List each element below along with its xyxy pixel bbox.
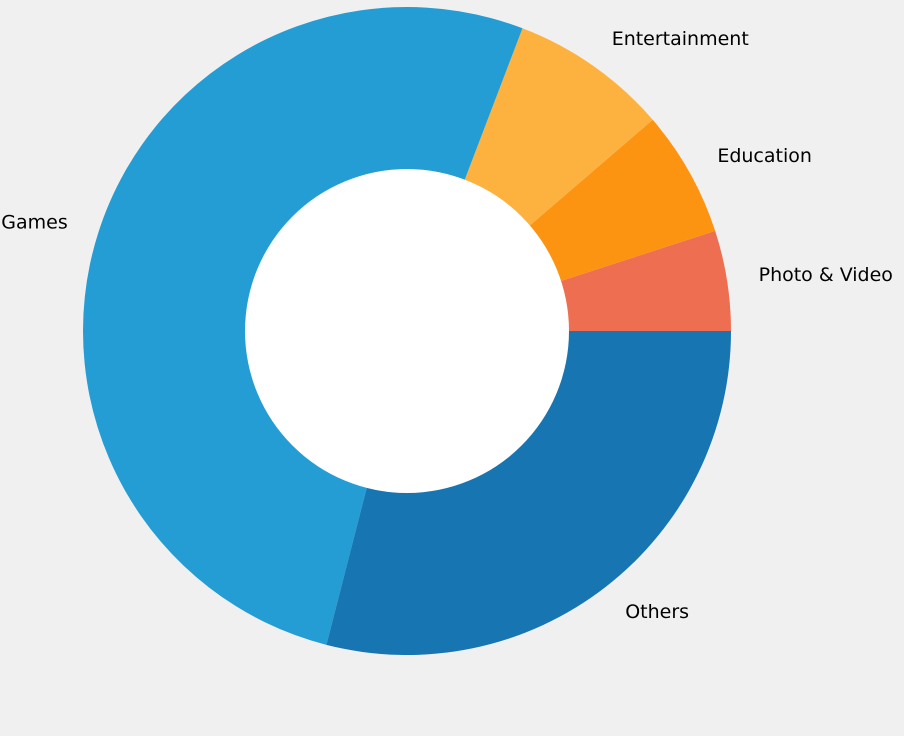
label-photo-and-video: Photo & Video — [759, 264, 893, 286]
label-entertainment: Entertainment — [612, 28, 749, 50]
donut-hole — [245, 169, 569, 493]
label-others: Others — [625, 601, 689, 623]
label-education: Education — [717, 145, 812, 167]
label-games: Games — [1, 212, 67, 234]
labels-group: Photo & Video Education Entertainment Games… — [1, 28, 893, 623]
